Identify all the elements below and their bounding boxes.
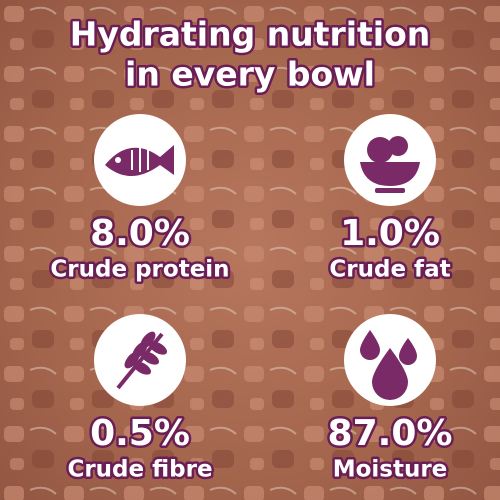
nutrient-label: Crude fat <box>329 257 450 283</box>
fat-icon <box>344 114 436 206</box>
title-line: in every bowl <box>125 55 375 94</box>
nutrient-value: 1.0% <box>340 213 440 254</box>
nutrient-label: Crude protein <box>50 257 229 283</box>
moisture-icon <box>344 314 436 406</box>
protein-icon <box>94 114 186 206</box>
nutrient-value: 8.0% <box>90 213 190 254</box>
nutrient-value: 0.5% <box>90 413 190 454</box>
nutrient-value: 87.0% <box>328 413 453 454</box>
fibre-icon <box>94 314 186 406</box>
nutrient-label: Moisture <box>333 457 448 483</box>
nutrient-label: Crude fibre <box>67 457 212 483</box>
title-line: Hydrating nutrition <box>70 15 431 54</box>
